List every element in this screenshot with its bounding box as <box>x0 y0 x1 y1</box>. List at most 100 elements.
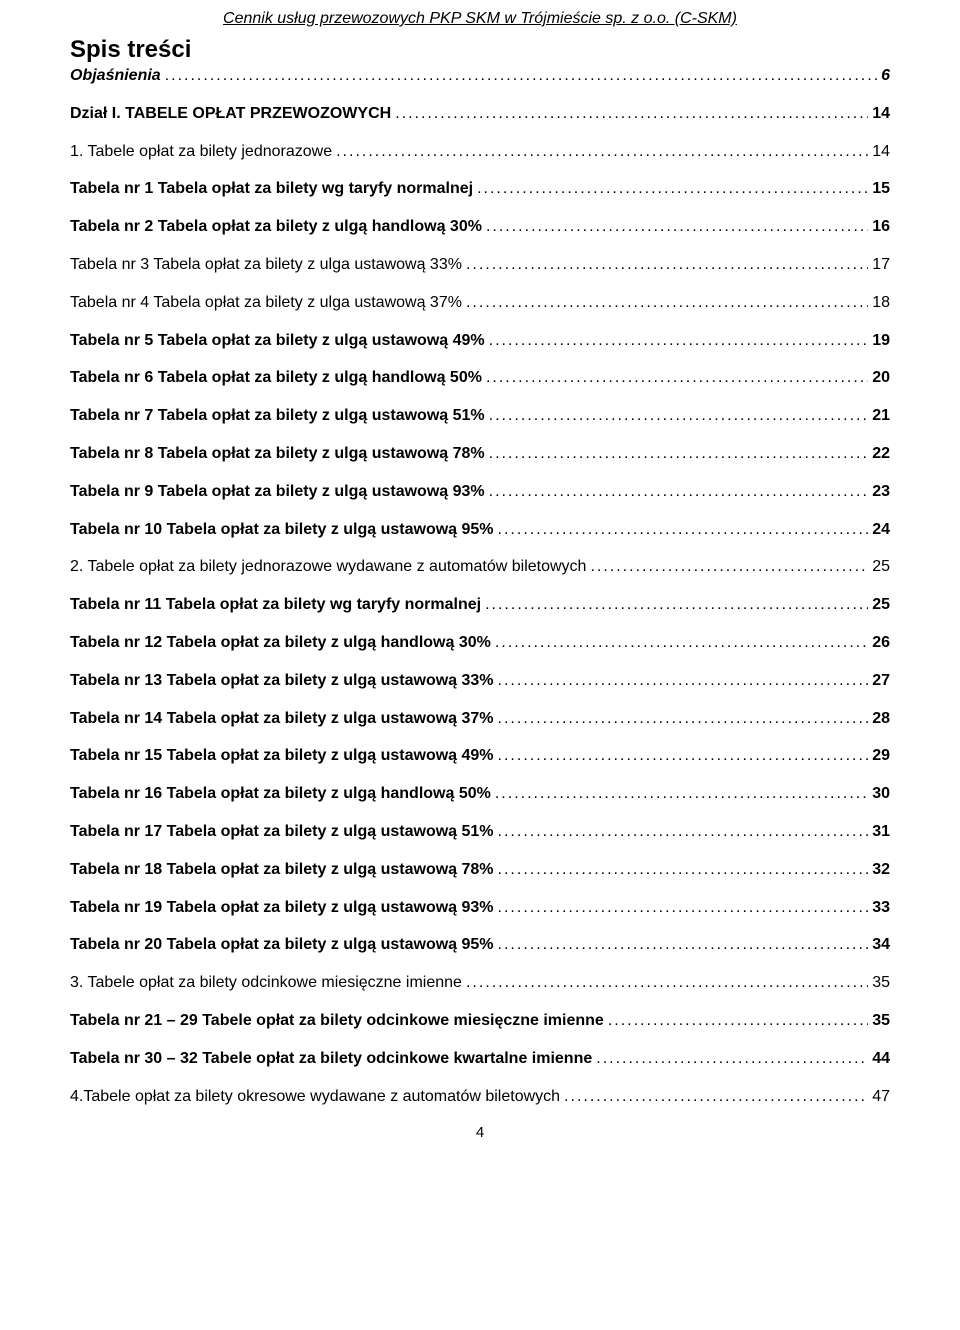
toc-entry-page: 25 <box>872 557 890 578</box>
toc-entry-label: Tabela nr 20 Tabela opłat za bilety z ul… <box>70 935 494 956</box>
toc-row: 2. Tabele opłat za bilety jednorazowe wy… <box>70 557 890 578</box>
toc-row: Tabela nr 16 Tabela opłat za bilety z ul… <box>70 784 890 805</box>
toc-dot-leader <box>486 368 868 389</box>
toc-row: Tabela nr 30 – 32 Tabele opłat za bilety… <box>70 1049 890 1070</box>
toc-entry-label: 2. Tabele opłat za bilety jednorazowe wy… <box>70 557 586 578</box>
toc-entry-label: Tabela nr 5 Tabela opłat za bilety z ulg… <box>70 331 485 352</box>
toc-entry-page: 35 <box>872 973 890 994</box>
toc-dot-leader <box>498 860 869 881</box>
toc-entry-page: 19 <box>872 331 890 352</box>
toc-dot-leader <box>489 482 869 503</box>
toc-entry-page: 25 <box>872 595 890 616</box>
toc-entry-page: 18 <box>872 293 890 314</box>
toc-row: Tabela nr 19 Tabela opłat za bilety z ul… <box>70 898 890 919</box>
toc-entry-label: Tabela nr 16 Tabela opłat za bilety z ul… <box>70 784 491 805</box>
toc-row: Tabela nr 20 Tabela opłat za bilety z ul… <box>70 935 890 956</box>
toc-entry-label: Tabela nr 11 Tabela opłat za bilety wg t… <box>70 595 481 616</box>
toc-row: Tabela nr 2 Tabela opłat za bilety z ulg… <box>70 217 890 238</box>
toc-list: Objaśnienia 6 Dział I. TABELE OPŁAT PRZEW… <box>70 66 890 1107</box>
toc-dot-leader <box>495 633 868 654</box>
toc-dot-leader <box>498 822 869 843</box>
toc-entry-page: 20 <box>872 368 890 389</box>
toc-row: Tabela nr 3 Tabela opłat za bilety z ulg… <box>70 255 890 276</box>
toc-dot-leader <box>489 406 869 427</box>
toc-row: Tabela nr 10 Tabela opłat za bilety z ul… <box>70 520 890 541</box>
toc-row: Tabela nr 21 – 29 Tabele opłat za bilety… <box>70 1011 890 1032</box>
toc-row: Tabela nr 12 Tabela opłat za bilety z ul… <box>70 633 890 654</box>
toc-entry-page: 17 <box>872 255 890 276</box>
toc-entry-page: 14 <box>872 142 890 163</box>
toc-dot-leader <box>590 557 868 578</box>
toc-row: Tabela nr 1 Tabela opłat za bilety wg ta… <box>70 179 890 200</box>
toc-title: Spis treści <box>70 36 890 64</box>
toc-row: 3. Tabele opłat za bilety odcinkowe mies… <box>70 973 890 994</box>
document-page: Cennik usług przewozowych PKP SKM w Trój… <box>0 0 960 1141</box>
toc-dot-leader <box>596 1049 868 1070</box>
toc-dot-leader <box>608 1011 868 1032</box>
toc-dot-leader <box>489 331 869 352</box>
toc-row: Objaśnienia 6 <box>70 66 890 87</box>
toc-entry-page: 30 <box>872 784 890 805</box>
toc-entry-page: 29 <box>872 746 890 767</box>
toc-dot-leader <box>466 973 868 994</box>
toc-entry-page: 24 <box>872 520 890 541</box>
toc-dot-leader <box>489 444 869 465</box>
toc-row: Tabela nr 8 Tabela opłat za bilety z ulg… <box>70 444 890 465</box>
toc-dot-leader <box>395 104 868 125</box>
toc-entry-label: 3. Tabele opłat za bilety odcinkowe mies… <box>70 973 462 994</box>
toc-entry-label: Tabela nr 9 Tabela opłat za bilety z ulg… <box>70 482 485 503</box>
toc-entry-label: Tabela nr 18 Tabela opłat za bilety z ul… <box>70 860 494 881</box>
toc-dot-leader <box>485 595 868 616</box>
toc-dot-leader <box>466 293 868 314</box>
page-number: 4 <box>70 1124 890 1141</box>
toc-entry-page: 28 <box>872 709 890 730</box>
toc-row: Tabela nr 7 Tabela opłat za bilety z ulg… <box>70 406 890 427</box>
toc-row: Tabela nr 5 Tabela opłat za bilety z ulg… <box>70 331 890 352</box>
document-header: Cennik usług przewozowych PKP SKM w Trój… <box>70 10 890 28</box>
toc-entry-page: 31 <box>872 822 890 843</box>
toc-entry-label: Tabela nr 10 Tabela opłat za bilety z ul… <box>70 520 494 541</box>
toc-row: Tabela nr 6 Tabela opłat za bilety z ulg… <box>70 368 890 389</box>
toc-entry-page: 26 <box>872 633 890 654</box>
toc-row: Tabela nr 15 Tabela opłat za bilety z ul… <box>70 746 890 767</box>
toc-row: Tabela nr 13 Tabela opłat za bilety z ul… <box>70 671 890 692</box>
toc-entry-page: 34 <box>872 935 890 956</box>
toc-entry-label: Tabela nr 19 Tabela opłat za bilety z ul… <box>70 898 494 919</box>
toc-dot-leader <box>466 255 868 276</box>
toc-entry-label: Tabela nr 4 Tabela opłat za bilety z ulg… <box>70 293 462 314</box>
toc-entry-page: 15 <box>872 179 890 200</box>
toc-row: Tabela nr 9 Tabela opłat za bilety z ulg… <box>70 482 890 503</box>
toc-entry-page: 23 <box>872 482 890 503</box>
toc-dot-leader <box>486 217 868 238</box>
toc-dot-leader <box>165 66 877 87</box>
toc-dot-leader <box>498 935 869 956</box>
toc-dot-leader <box>336 142 868 163</box>
toc-entry-label: Tabela nr 14 Tabela opłat za bilety z ul… <box>70 709 494 730</box>
toc-entry-label: Tabela nr 2 Tabela opłat za bilety z ulg… <box>70 217 482 238</box>
toc-dot-leader <box>564 1087 868 1108</box>
toc-entry-label: Tabela nr 12 Tabela opłat za bilety z ul… <box>70 633 491 654</box>
toc-entry-label: Tabela nr 17 Tabela opłat za bilety z ul… <box>70 822 494 843</box>
toc-dot-leader <box>498 671 869 692</box>
toc-entry-label: Tabela nr 6 Tabela opłat za bilety z ulg… <box>70 368 482 389</box>
toc-entry-label: Tabela nr 7 Tabela opłat za bilety z ulg… <box>70 406 485 427</box>
toc-entry-page: 16 <box>872 217 890 238</box>
toc-entry-page: 27 <box>872 671 890 692</box>
toc-row: 4.Tabele opłat za bilety okresowe wydawa… <box>70 1087 890 1108</box>
toc-dot-leader <box>495 784 868 805</box>
toc-entry-label: Tabela nr 21 – 29 Tabele opłat za bilety… <box>70 1011 604 1032</box>
toc-entry-label: Tabela nr 3 Tabela opłat za bilety z ulg… <box>70 255 462 276</box>
toc-entry-page: 47 <box>872 1087 890 1108</box>
toc-entry-label: 1. Tabele opłat za bilety jednorazowe <box>70 142 332 163</box>
toc-row: Tabela nr 4 Tabela opłat za bilety z ulg… <box>70 293 890 314</box>
toc-entry-page: 32 <box>872 860 890 881</box>
toc-entry-label: 4.Tabele opłat za bilety okresowe wydawa… <box>70 1087 560 1108</box>
toc-entry-label: Tabela nr 8 Tabela opłat za bilety z ulg… <box>70 444 485 465</box>
toc-entry-page: 44 <box>872 1049 890 1070</box>
toc-dot-leader <box>498 898 869 919</box>
toc-entry-label: Dział I. TABELE OPŁAT PRZEWOZOWYCH <box>70 104 391 125</box>
toc-entry-label: Tabela nr 13 Tabela opłat za bilety z ul… <box>70 671 494 692</box>
toc-entry-page: 21 <box>872 406 890 427</box>
toc-entry-page: 35 <box>872 1011 890 1032</box>
toc-entry-label: Objaśnienia <box>70 66 161 87</box>
